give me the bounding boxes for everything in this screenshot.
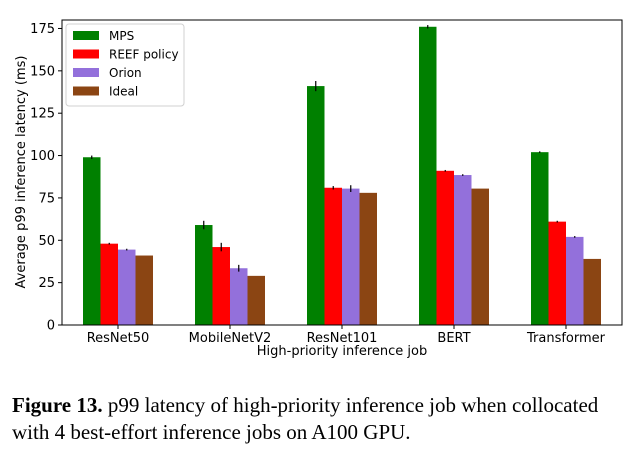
x-tick-label: ResNet101 [307, 331, 378, 346]
y-tick-label: 100 [30, 149, 55, 164]
bar-orion-mobilenetv2 [230, 268, 248, 325]
legend-label: Ideal [109, 85, 138, 99]
legend-swatch [73, 31, 99, 40]
y-tick-label: 150 [30, 64, 55, 79]
y-tick-label: 50 [38, 234, 55, 249]
y-tick-label: 25 [38, 276, 55, 291]
error-bars-group [91, 25, 576, 272]
bar-mps-resnet101 [307, 86, 325, 325]
x-axis-title: High-priority inference job [257, 344, 427, 359]
y-tick-label: 125 [30, 107, 55, 122]
bar-mps-mobilenetv2 [195, 225, 213, 325]
bar-orion-transformer [566, 236, 584, 325]
y-axis-title: Average p99 inference latency (ms) [14, 56, 29, 289]
legend-swatch [73, 86, 99, 96]
caption-label: Figure 13. [12, 393, 103, 417]
bar-ideal-bert [471, 188, 489, 325]
bar-mps-bert [419, 26, 437, 326]
bar-reef-policy-resnet101 [324, 187, 342, 325]
caption-text: p99 latency of high-priority inference j… [12, 393, 599, 444]
bar-mps-transformer [531, 152, 549, 325]
bar-ideal-mobilenetv2 [247, 275, 265, 325]
bars-group [83, 26, 601, 326]
legend: MPS REEF policy Orion Ideal [65, 23, 185, 107]
legend-label: REEF policy [109, 48, 179, 62]
figure-caption: Figure 13. p99 latency of high-priority … [12, 392, 624, 446]
legend-swatch [73, 68, 99, 77]
bar-orion-resnet101 [342, 188, 360, 325]
legend-box [65, 23, 185, 107]
bar-reef-policy-mobilenetv2 [212, 247, 230, 325]
y-axis: 0 25 50 75 100 125 150 175 [30, 22, 62, 334]
x-tick-label: ResNet50 [87, 331, 150, 346]
bar-orion-bert [454, 175, 472, 325]
bar-mps-resnet50 [83, 157, 101, 325]
bar-ideal-transformer [583, 258, 601, 325]
y-tick-label: 0 [47, 319, 55, 334]
legend-label: MPS [109, 29, 134, 43]
bar-reef-policy-bert [436, 170, 454, 325]
legend-swatch [73, 49, 99, 59]
y-tick-label: 75 [38, 191, 55, 206]
x-tick-label: Transformer [526, 331, 606, 346]
bar-ideal-resnet101 [359, 192, 377, 325]
x-tick-label: MobileNetV2 [189, 331, 272, 346]
x-tick-label: BERT [437, 331, 470, 346]
bar-ideal-resnet50 [135, 255, 153, 325]
legend-label: Orion [109, 66, 142, 80]
y-tick-label: 175 [30, 22, 55, 37]
bar-orion-resnet50 [118, 249, 136, 325]
bar-reef-policy-resnet50 [100, 243, 118, 325]
bar-reef-policy-transformer [548, 221, 566, 325]
x-axis: ResNet50 MobileNetV2 ResNet101 BERT Transfor… [87, 325, 606, 346]
